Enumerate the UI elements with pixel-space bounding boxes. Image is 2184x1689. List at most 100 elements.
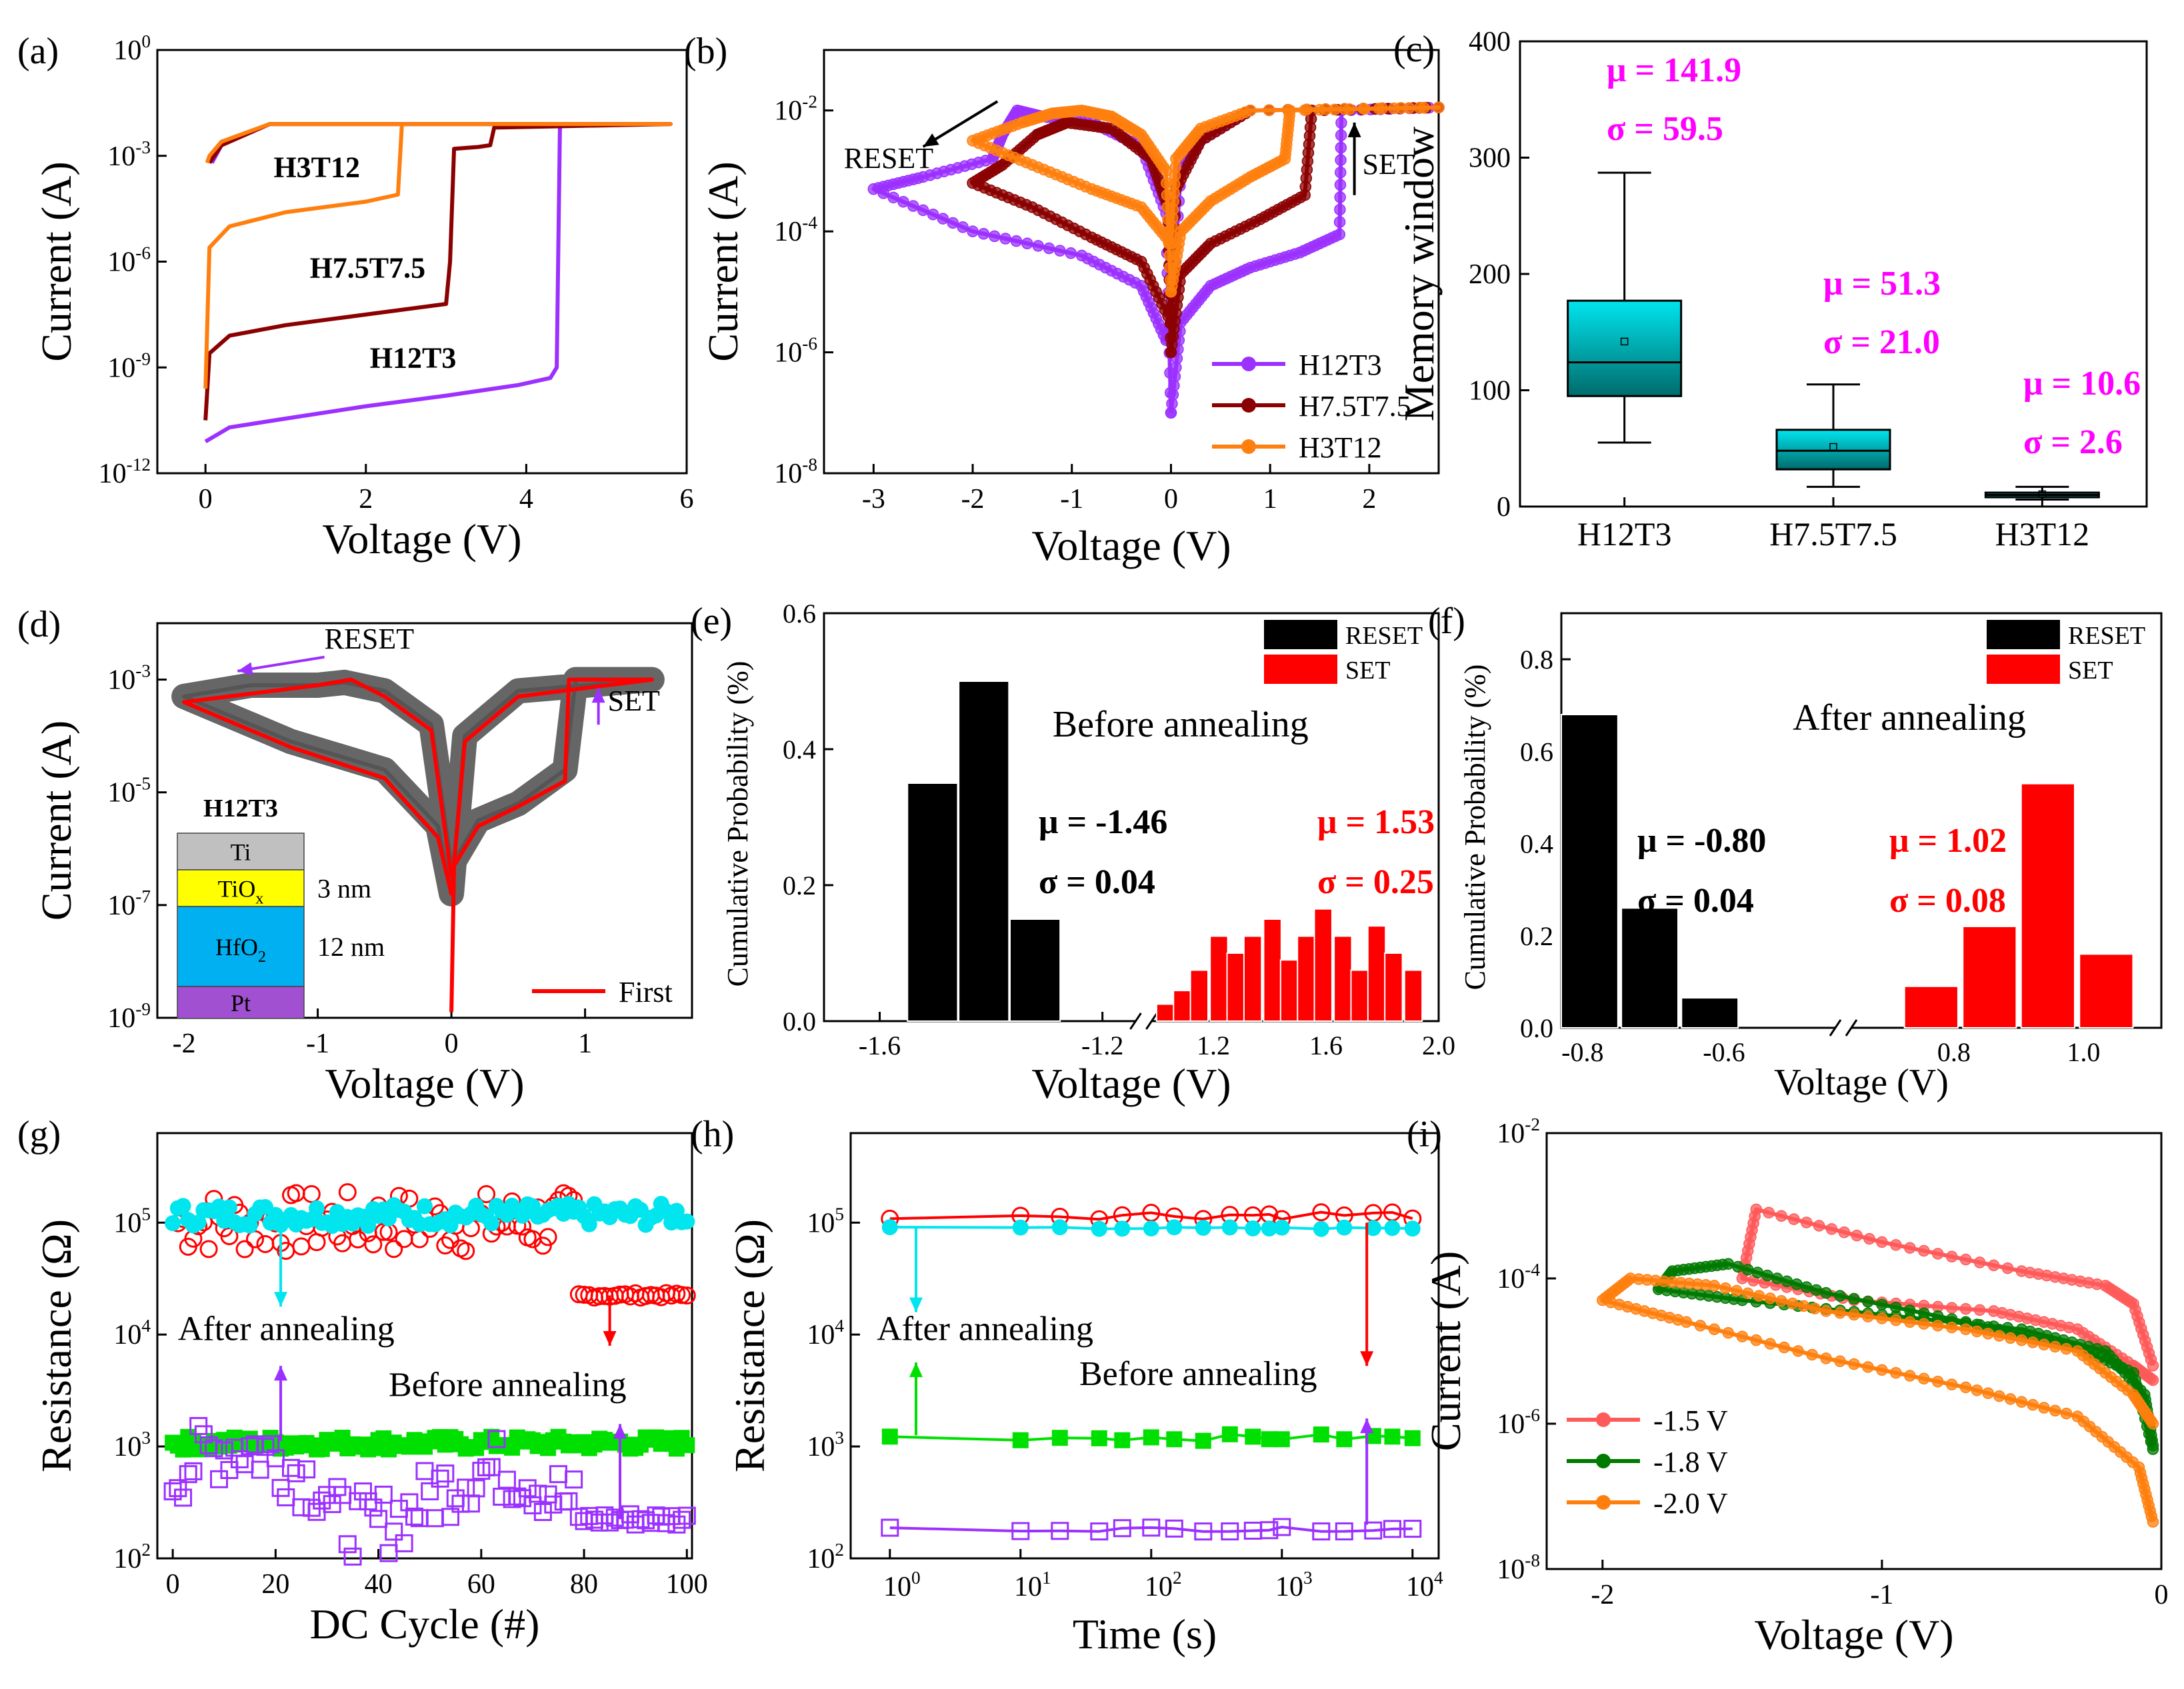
data-point [1166, 1431, 1183, 1448]
legend-entry: SET [1987, 655, 2113, 685]
panel-c: 0 100 200 300 400 Memory window (c) H12T3 H7.5T7… [1393, 27, 2148, 553]
x-tick-label: -1.6 [859, 1030, 901, 1060]
y-tick-label: 400 [1469, 27, 1511, 57]
legend-swatch [1987, 655, 2060, 684]
axis-break-gap [1135, 1012, 1152, 1030]
legend-entry: First [532, 976, 673, 1008]
data-point [338, 1535, 357, 1554]
tick-base: 10 [1497, 1264, 1525, 1294]
data-point [679, 1213, 695, 1230]
data-point [1312, 1522, 1331, 1541]
tick-exponent: -7 [135, 886, 151, 906]
arrow-lrs-after [909, 1362, 923, 1436]
data-point [1973, 1256, 1986, 1268]
histogram-bar [1155, 1003, 1175, 1022]
x-axis-label: Time (s) [1073, 1610, 1217, 1658]
tick-base: 10 [113, 35, 141, 66]
data-point [1791, 1278, 1803, 1290]
data-point [1194, 1522, 1213, 1541]
tick-base: 10 [113, 1320, 141, 1350]
data-point [2027, 1336, 2039, 1348]
x-tick-label: 0 [166, 1569, 180, 1600]
data-point [1848, 1292, 1860, 1305]
data-point [2071, 1410, 2084, 1422]
legend-label: H7.5T7.5 [1299, 390, 1411, 423]
data-point [1404, 1220, 1421, 1237]
data-point [338, 1183, 357, 1202]
data-point [1982, 1387, 1994, 1399]
tick-exponent: 5 [835, 1204, 844, 1224]
data-point [565, 1470, 583, 1489]
tick-base: 10 [107, 1003, 135, 1034]
data-point [292, 1237, 311, 1256]
panel-label: (d) [17, 604, 61, 645]
legend-swatch [1264, 655, 1337, 684]
data-point [457, 1242, 475, 1260]
legend-marker [1241, 398, 1256, 413]
data-point [539, 1485, 557, 1504]
tick-base: 10 [99, 459, 127, 489]
y-tick-label: 0 [1497, 492, 1511, 523]
data-point [497, 1470, 516, 1489]
data-point [261, 1435, 280, 1454]
legend-entry: H7.5T7.5 [1212, 390, 1411, 423]
data-point [621, 1505, 639, 1524]
legend-label: RESET [2068, 622, 2145, 650]
tick-base: 10 [774, 459, 802, 489]
data-point [220, 1461, 239, 1480]
tick-base: 10 [807, 1544, 835, 1574]
data-point [1114, 1432, 1131, 1448]
tick-exponent: -6 [1525, 1405, 1540, 1425]
data-point [1918, 1318, 1930, 1330]
data-point [1945, 1250, 1958, 1263]
x-axis-label: DC Cycle (#) [310, 1600, 540, 1648]
panel-label: (b) [684, 31, 727, 72]
y-tick-label: 0.4 [783, 735, 816, 765]
data-point [271, 1478, 290, 1497]
layer-name: Pt [231, 990, 251, 1016]
y-tick-label: 103 [807, 1428, 844, 1462]
annotation: After annealing [178, 1310, 395, 1348]
data-point [1797, 1300, 1810, 1312]
inset-title: H12T3 [203, 795, 278, 823]
data-point [999, 233, 1011, 245]
data-point [431, 1469, 449, 1488]
x-tick-label: H3T12 [1995, 515, 2090, 553]
data-point [307, 1502, 326, 1521]
data-point [1971, 1325, 1983, 1338]
tick-exponent: -6 [802, 334, 817, 354]
data-point [1987, 1259, 2000, 1272]
legend-label: First [619, 976, 673, 1008]
data-point [1876, 1236, 1888, 1248]
y-axis-label: Resistance (Ω) [33, 1219, 80, 1472]
axis-break [1845, 1019, 1858, 1036]
data-point [1751, 1266, 1764, 1279]
histogram-bar [1189, 969, 1209, 1022]
tick-base: 10 [1275, 1572, 1303, 1602]
data-point [360, 1218, 377, 1234]
arrow-head [274, 1366, 288, 1381]
data-point [1245, 1220, 1261, 1236]
data-point [1011, 1522, 1030, 1540]
data-point [477, 1185, 496, 1204]
data-point [1959, 1253, 1972, 1266]
layer-formula: Ti [231, 839, 251, 866]
data-point [487, 1430, 506, 1448]
data-point [523, 1496, 542, 1514]
data-point [1245, 1428, 1261, 1445]
x-tick-label: 103 [1275, 1568, 1313, 1602]
legend-entry: SET [1264, 655, 1391, 685]
annotation: RESET [325, 623, 415, 655]
set-arrow [591, 688, 605, 725]
data-point [1834, 1290, 1846, 1302]
tick-exponent: 4 [1434, 1568, 1443, 1588]
data-point [436, 1464, 455, 1483]
data-point [2004, 1393, 2017, 1405]
data-point [364, 1498, 383, 1517]
plot-frame [156, 1132, 693, 1560]
data-point [441, 1508, 460, 1526]
data-point [179, 1465, 197, 1484]
data-point [957, 221, 969, 233]
data-point [503, 1490, 521, 1508]
data-point [1993, 1330, 2005, 1342]
